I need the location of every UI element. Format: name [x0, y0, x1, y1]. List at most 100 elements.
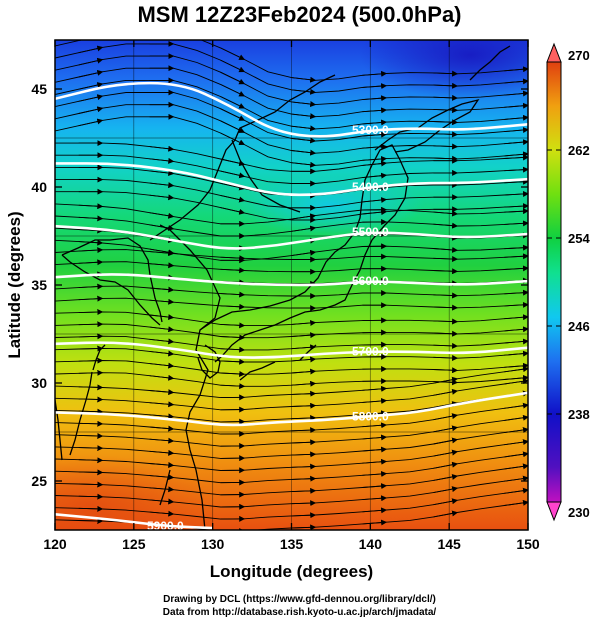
- wind-arrow: [504, 374, 528, 381]
- wind-arrow: [78, 369, 104, 376]
- contour-line: [55, 341, 528, 359]
- wind-arrow: [504, 451, 528, 458]
- wind-arrow: [78, 82, 104, 90]
- wind-arrow: [149, 474, 175, 481]
- wind-arrow: [149, 157, 175, 164]
- wind-arrow: [149, 298, 175, 305]
- wind-arrow: [291, 487, 317, 494]
- wind-arrow: [149, 486, 175, 493]
- wind-arrow: [78, 118, 104, 127]
- wind-arrow: [433, 510, 459, 518]
- contour-line: [55, 391, 528, 427]
- y-tick-label: 45: [31, 81, 47, 97]
- wind-arrow: [149, 350, 175, 357]
- wind-arrow: [78, 445, 104, 452]
- wind-arrow: [291, 344, 317, 351]
- wind-arrow: [504, 439, 528, 446]
- wind-arrow: [362, 507, 388, 514]
- wind-arrow: [362, 422, 388, 429]
- y-axis-ticks: 25 30 35 40 45: [31, 81, 528, 489]
- wind-arrow: [149, 462, 175, 468]
- wind-arrow: [433, 388, 459, 396]
- wind-arrow: [78, 396, 104, 403]
- wind-arrow: [149, 224, 175, 231]
- wind-arrow: [149, 510, 175, 517]
- y-tick-label: 30: [31, 375, 47, 391]
- wind-arrow: [220, 71, 246, 85]
- wind-arrow: [433, 367, 459, 374]
- wind-arrow: [78, 357, 104, 364]
- wind-arrow: [149, 326, 175, 333]
- wind-arrow: [291, 402, 317, 409]
- contour-label: 5900.0: [147, 519, 184, 533]
- map-title: MSM 12Z23Feb2024 (500.0hPa): [137, 2, 462, 27]
- wind-arrow: [149, 374, 175, 381]
- wind-arrow: [433, 268, 459, 275]
- wind-arrow: [291, 101, 317, 108]
- colorbar-tick-label: 246: [568, 319, 590, 334]
- contour-line: [55, 81, 528, 138]
- wind-arrow: [362, 197, 388, 203]
- x-tick-label: 130: [201, 536, 225, 552]
- wind-arrow: [291, 524, 317, 530]
- wind-arrow: [433, 119, 459, 126]
- x-axis-label: Longitude (degrees): [210, 562, 373, 581]
- wind-arrow: [362, 385, 388, 392]
- wind-arrow: [220, 83, 246, 97]
- colorbar-tick-label: 270: [568, 48, 590, 63]
- wind-arrow: [78, 493, 104, 500]
- wind-arrow: [78, 57, 104, 66]
- y-tick-label: 25: [31, 473, 47, 489]
- colorbar-ramp: [546, 61, 562, 503]
- wind-arrow: [504, 414, 528, 421]
- wind-arrow: [504, 178, 528, 185]
- credit-data: Data from http://database.rish.kyoto-u.a…: [162, 607, 437, 618]
- wind-arrow: [362, 470, 388, 477]
- wind-arrow: [291, 500, 317, 507]
- wind-arrow: [220, 207, 246, 215]
- wind-arrow: [291, 414, 317, 421]
- wind-arrow: [149, 437, 175, 444]
- coastlines: [55, 45, 511, 530]
- wind-arrow: [433, 304, 459, 311]
- wind-arrow: [78, 517, 104, 524]
- wind-arrow: [78, 505, 104, 512]
- wind-arrow: [220, 47, 246, 60]
- wind-arrow: [504, 463, 528, 470]
- x-tick-label: 135: [280, 536, 304, 552]
- wind-arrow: [362, 83, 388, 90]
- wind-arrow: [504, 190, 528, 197]
- wind-arrow: [362, 160, 388, 167]
- wind-arrow: [504, 362, 528, 369]
- wind-arrow: [362, 495, 388, 502]
- wind-arrow: [291, 249, 317, 257]
- wind-arrow: [78, 106, 104, 114]
- wind-arrow: [78, 420, 104, 427]
- wind-arrow: [220, 383, 246, 390]
- wind-arrow: [220, 334, 246, 341]
- wind-arrow: [504, 338, 528, 345]
- wind-arrow: [433, 222, 459, 229]
- wind-arrow: [291, 512, 317, 519]
- wind-arrow: [362, 184, 388, 191]
- wind-arrow: [78, 333, 104, 340]
- wind-arrow: [78, 469, 104, 476]
- wind-arrow: [78, 247, 104, 254]
- wind-arrow: [433, 318, 459, 325]
- contour-line: [55, 224, 528, 250]
- contour-label: 5500.0: [352, 225, 389, 239]
- wind-arrow: [504, 402, 528, 409]
- wind-arrow: [149, 262, 175, 269]
- wind-arrow: [504, 301, 528, 308]
- wind-arrow: [362, 95, 388, 102]
- field-layer: 5300.0 5400.0 5500.0 5600.0 5700.0 5800.0 5900…: [55, 40, 528, 533]
- y-tick-label: 35: [31, 277, 47, 293]
- wind-arrow: [220, 96, 246, 109]
- contour-line: [55, 162, 528, 197]
- wind-arrow: [291, 356, 317, 363]
- wind-arrow: [433, 449, 459, 457]
- wind-arrow: [149, 401, 175, 408]
- wind-arrow: [504, 220, 528, 227]
- colorbar-tick-label: 254: [568, 231, 590, 246]
- wind-arrow: [433, 82, 459, 89]
